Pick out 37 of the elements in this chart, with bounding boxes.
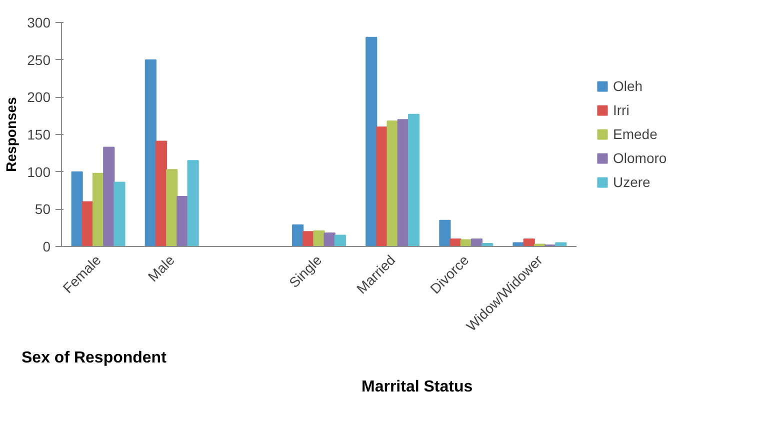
bar (176, 196, 188, 246)
bar (313, 230, 325, 246)
bar (376, 126, 388, 246)
legend-label: Emede (613, 126, 658, 142)
legend-label: Olomoro (613, 150, 667, 166)
bar (103, 146, 115, 246)
bar (397, 119, 409, 246)
bar (439, 220, 451, 246)
bar (386, 120, 398, 246)
bar (114, 182, 126, 246)
y-tick-label: 0 (42, 238, 51, 254)
y-tick-label: 250 (27, 52, 51, 68)
bar (408, 114, 420, 246)
text: Marrital Status (362, 378, 473, 396)
legend-label: Oleh (613, 78, 643, 94)
text: Sex of Respondent (22, 350, 168, 366)
y-tick-label: 150 (27, 126, 51, 142)
bar (523, 238, 535, 246)
y-axis-title: Responses (3, 96, 20, 172)
bar (324, 232, 336, 246)
bar (92, 172, 104, 246)
bar (187, 160, 199, 246)
y-tick-label: 100 (27, 164, 51, 180)
bar (155, 140, 168, 246)
bar (292, 224, 304, 246)
bar (71, 171, 83, 246)
bar (334, 234, 346, 246)
y-tick-label: 300 (27, 14, 51, 30)
bar (366, 36, 378, 246)
legend-label: Uzere (613, 174, 650, 190)
y-tick-label: 50 (34, 201, 51, 218)
legend-label: Irri (613, 102, 630, 118)
bar (470, 238, 483, 246)
bar (144, 59, 156, 246)
bar (82, 201, 94, 246)
bar (166, 169, 178, 246)
y-tick-label: 200 (27, 89, 51, 106)
